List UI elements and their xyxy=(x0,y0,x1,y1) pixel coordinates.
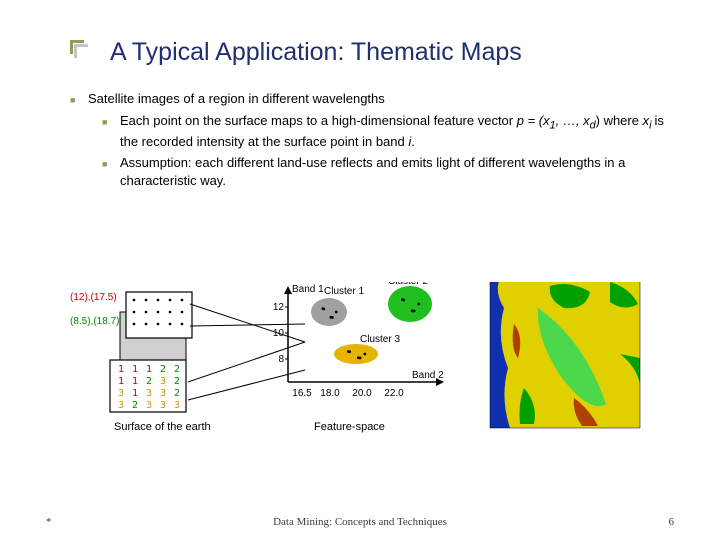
surface-caption: Surface of the earth xyxy=(114,421,211,433)
svg-text:Cluster 2: Cluster 2 xyxy=(388,282,428,287)
diagram-area: (12),(17.5) (8.5),(18.7) 111221123231332… xyxy=(70,282,650,462)
clusters: Cluster 1 Cluster 2 Cluster 3 xyxy=(311,282,432,364)
svg-text:2: 2 xyxy=(174,364,180,375)
slide-title: A Typical Application: Thematic Maps xyxy=(110,38,522,67)
svg-text:Cluster 1: Cluster 1 xyxy=(324,286,364,297)
svg-text:2: 2 xyxy=(174,388,180,399)
svg-text:3: 3 xyxy=(118,388,124,399)
svg-text:20.0: 20.0 xyxy=(352,388,372,399)
coord-2-label: (8.5),(18.7) xyxy=(70,316,119,327)
surface-panels: (12),(17.5) (8.5),(18.7) 111221123231332… xyxy=(70,292,211,433)
svg-text:12: 12 xyxy=(273,302,285,313)
svg-text:3: 3 xyxy=(118,400,124,411)
featurespace-caption: Feature-space xyxy=(314,421,385,433)
svg-text:3: 3 xyxy=(160,388,166,399)
svg-text:8: 8 xyxy=(278,354,284,365)
svg-text:1: 1 xyxy=(132,364,138,375)
bullet-sub-1: Each point on the surface maps to a high… xyxy=(102,112,680,151)
svg-text:Cluster 3: Cluster 3 xyxy=(360,334,400,345)
footer-center: Data Mining: Concepts and Techniques xyxy=(0,516,720,528)
thematic-map xyxy=(490,282,640,428)
svg-text:2: 2 xyxy=(160,364,166,375)
svg-text:2: 2 xyxy=(174,376,180,387)
svg-text:3: 3 xyxy=(146,388,152,399)
svg-text:18.0: 18.0 xyxy=(320,388,340,399)
content-block: Satellite images of a region in differen… xyxy=(70,90,680,193)
bullet-main-text: Satellite images of a region in differen… xyxy=(88,91,385,106)
svg-text:1: 1 xyxy=(118,376,124,387)
y-ticks: 12 10 8 xyxy=(273,302,288,365)
svg-text:3: 3 xyxy=(160,376,166,387)
svg-text:2: 2 xyxy=(146,376,152,387)
footer-right: 6 xyxy=(669,516,675,528)
svg-text:10: 10 xyxy=(273,328,285,339)
x-ticks: 16.5 18.0 20.0 22.0 xyxy=(292,388,404,399)
coord-1-label: (12),(17.5) xyxy=(70,292,117,303)
bullet-main: Satellite images of a region in differen… xyxy=(70,90,680,189)
svg-text:3: 3 xyxy=(160,400,166,411)
svg-text:16.5: 16.5 xyxy=(292,388,312,399)
diagram-svg: (12),(17.5) (8.5),(18.7) 111221123231332… xyxy=(70,282,650,462)
svg-text:22.0: 22.0 xyxy=(384,388,404,399)
svg-text:3: 3 xyxy=(174,400,180,411)
svg-text:1: 1 xyxy=(118,364,124,375)
svg-text:1: 1 xyxy=(132,376,138,387)
x-axis-label: Band 2 xyxy=(412,370,444,381)
svg-text:3: 3 xyxy=(146,400,152,411)
svg-text:1: 1 xyxy=(132,388,138,399)
feature-space: Band 1 Band 2 12 10 8 16.5 18.0 20.0 22.0 Clu… xyxy=(273,282,444,433)
title-accent-icon xyxy=(70,40,88,58)
svg-text:1: 1 xyxy=(146,364,152,375)
bullet-sub-2: Assumption: each different land-use refl… xyxy=(102,154,680,189)
y-axis-label: Band 1 xyxy=(292,284,324,295)
svg-text:2: 2 xyxy=(132,400,138,411)
